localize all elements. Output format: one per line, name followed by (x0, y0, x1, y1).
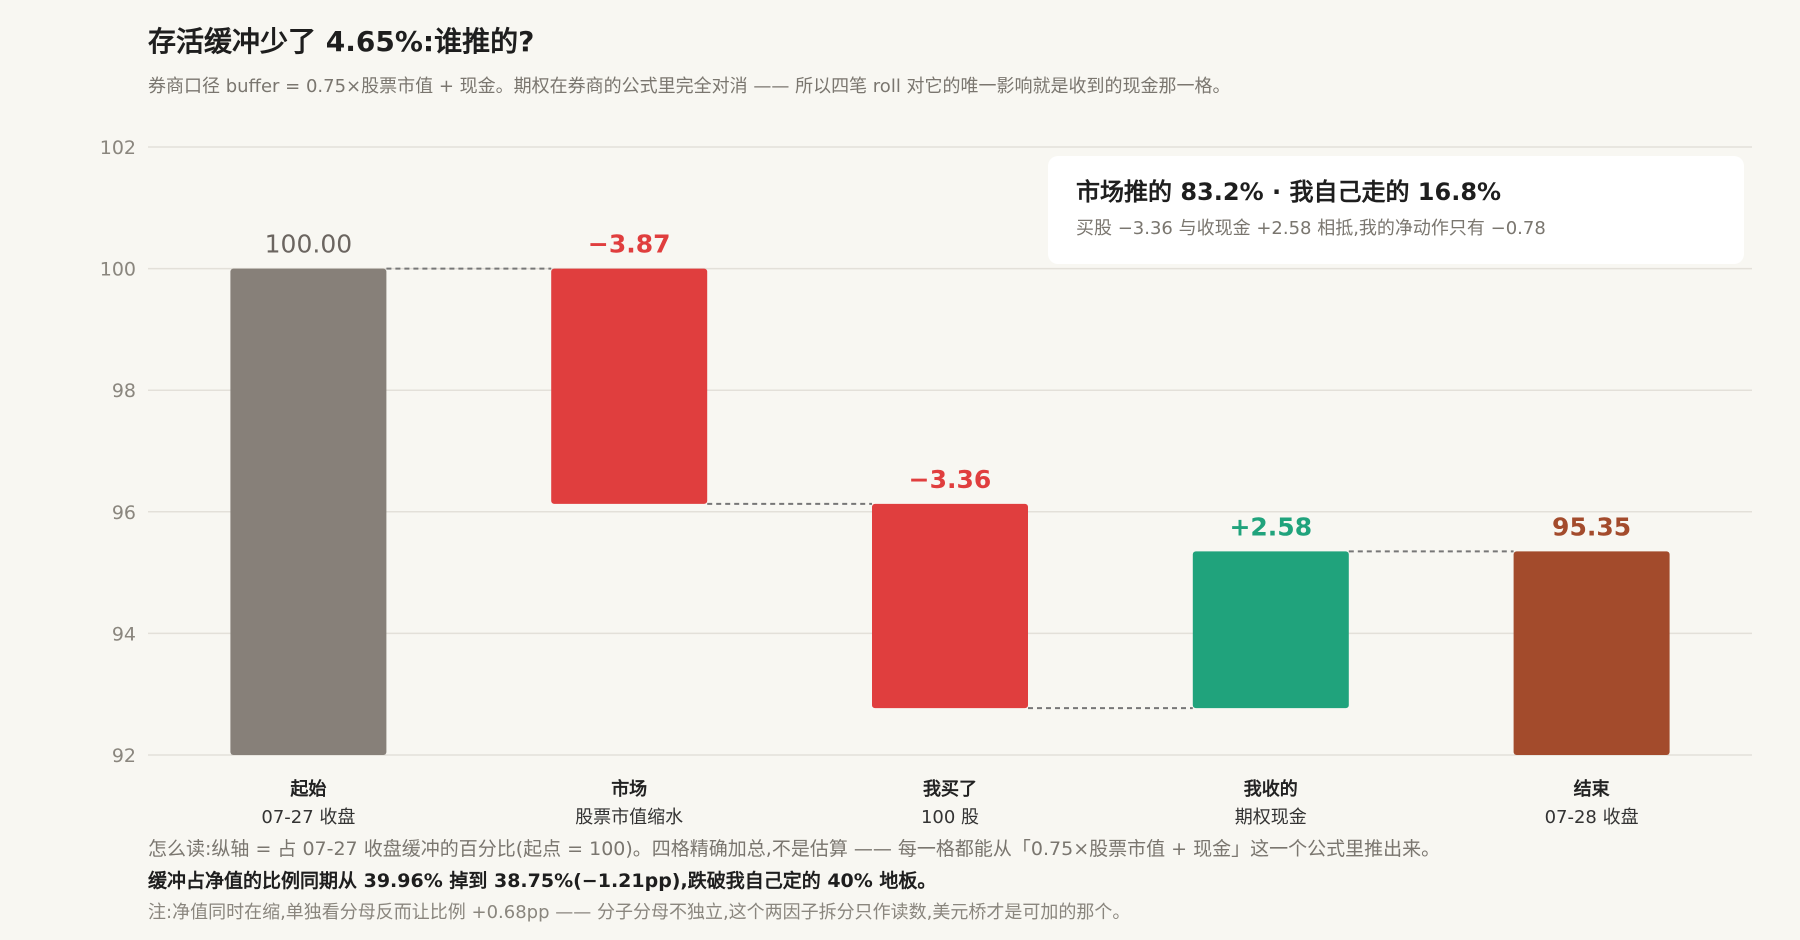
category-sublabel: 07-28 收盘 (1545, 807, 1639, 828)
y-tick-label: 94 (112, 623, 136, 645)
value-label: 95.35 (1552, 512, 1631, 541)
category-label: 我买了 (923, 779, 977, 800)
category-label: 市场 (611, 778, 647, 800)
y-tick-label: 92 (112, 745, 136, 767)
category-sublabel: 100 股 (921, 807, 979, 828)
how-to-read-note: 怎么读:纵轴 = 占 07-27 收盘缓冲的百分比(起点 = 100)。四格精确… (148, 838, 1441, 860)
y-tick-label: 96 (112, 502, 136, 524)
category-sublabel: 股票市值缩水 (575, 807, 683, 828)
value-label: −3.36 (909, 465, 992, 494)
y-tick-label: 98 (112, 380, 136, 402)
y-tick-label: 100 (100, 259, 136, 281)
chart-title: 存活缓冲少了 4.65%:谁推的? (148, 25, 535, 58)
bar-increase (1192, 551, 1349, 709)
summary-callout: 市场推的 83.2% · 我自己走的 16.8% 买股 −3.36 与收现金 +… (1048, 156, 1744, 264)
bar-decrease (872, 503, 1028, 709)
chart-subtitle: 券商口径 buffer = 0.75×股票市值 + 现金。期权在券商的公式里完全… (148, 76, 1231, 97)
bar-end (1513, 551, 1670, 755)
ratio-note: 缓冲占净值的比例同期从 39.96% 掉到 38.75%(−1.21pp),跌破… (148, 870, 937, 892)
category-label: 结束 (1574, 778, 1611, 800)
caveat-note: 注:净值同时在缩,单独看分母反而让比例 +0.68pp —— 分子分母不独立,这… (148, 902, 1131, 923)
bar-total (230, 268, 387, 755)
category-label: 起始 (289, 778, 326, 800)
value-label: 100.00 (265, 230, 352, 259)
y-tick-label: 102 (100, 137, 136, 159)
bar-decrease (551, 268, 708, 504)
callout-text: 买股 −3.36 与收现金 +2.58 相抵,我的净动作只有 −0.78 (1076, 218, 1546, 239)
value-label: −3.87 (588, 230, 671, 259)
category-sublabel: 07-27 收盘 (261, 807, 355, 828)
value-label: +2.58 (1229, 512, 1312, 541)
callout-title: 市场推的 83.2% · 我自己走的 16.8% (1076, 178, 1502, 206)
category-label: 我收的 (1244, 778, 1298, 800)
category-sublabel: 期权现金 (1235, 807, 1307, 828)
